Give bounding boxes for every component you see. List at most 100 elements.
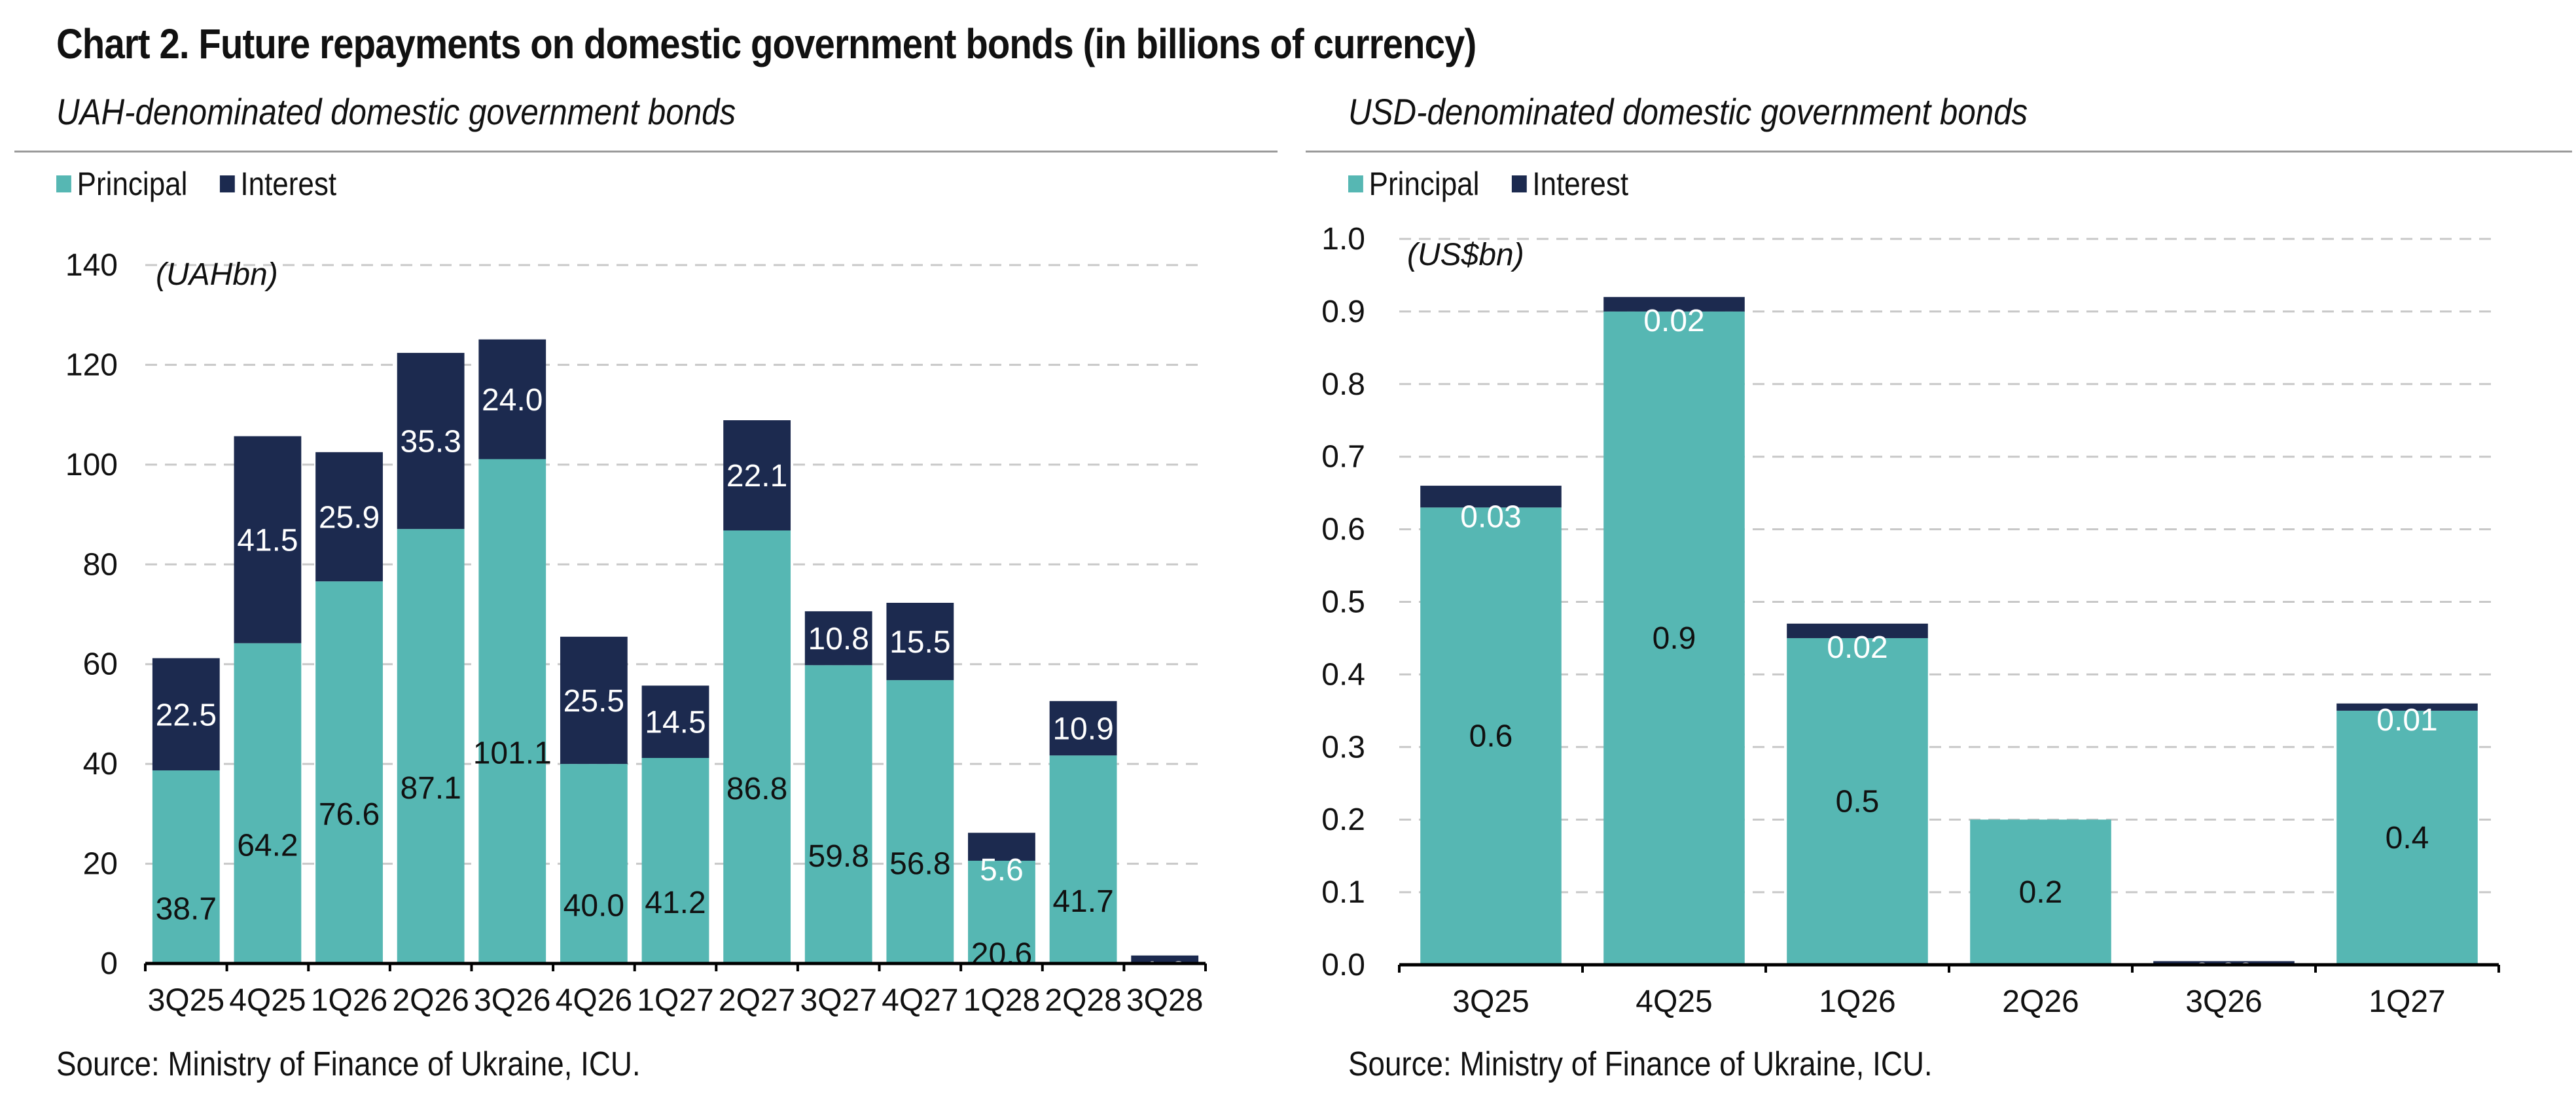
- x-tick-label: 1Q26: [311, 983, 387, 1018]
- y-tick-label: 0.0: [1321, 948, 1365, 982]
- bar-principal-4Q25: [234, 643, 302, 963]
- x-tick-label: 3Q26: [2185, 984, 2262, 1019]
- data-label-interest: 10.8: [808, 622, 869, 656]
- data-label-principal: 86.8: [726, 772, 787, 806]
- data-label-interest: 15.5: [889, 625, 950, 660]
- y-tick-label: 0.4: [1321, 657, 1365, 692]
- bar-interest-2Q28: [1049, 701, 1117, 756]
- interest-swatch: [1511, 175, 1527, 192]
- y-tick-label: 0.2: [1321, 802, 1365, 837]
- bar-principal-2Q27: [723, 530, 791, 963]
- bar-interest-1Q27: [641, 685, 709, 758]
- data-label-principal: 41.2: [645, 886, 706, 920]
- bar-principal-3Q25: [152, 770, 220, 963]
- bar-interest-1Q27: [2336, 703, 2478, 711]
- data-label-interest: 0.03: [1460, 499, 1521, 534]
- bar-principal-3Q26: [478, 459, 546, 963]
- x-tick-label: 4Q25: [1636, 984, 1712, 1019]
- x-tick-label: 3Q25: [1452, 984, 1529, 1019]
- data-label-principal: 56.8: [889, 847, 950, 882]
- y-tick-label: 80: [83, 547, 118, 582]
- data-label-interest: 0.02: [1643, 304, 1704, 338]
- usd-source-note: Source: Ministry of Finance of Ukraine, …: [1348, 1045, 1933, 1083]
- y-tick-label: 0.9: [1321, 295, 1365, 329]
- x-tick-label: 4Q27: [882, 983, 958, 1018]
- bar-principal-1Q26: [1787, 638, 1928, 965]
- bar-interest-3Q26: [2153, 961, 2295, 965]
- bar-interest-3Q25: [1420, 486, 1562, 508]
- unit-label: (US$bn): [1407, 238, 1524, 272]
- uah-panel-subtitle: UAH-denominated domestic government bond…: [56, 91, 736, 132]
- bar-interest-4Q27: [886, 602, 954, 681]
- bar-interest-3Q26: [478, 339, 546, 459]
- data-label-principal: 0.9: [1653, 621, 1696, 656]
- bar-principal-4Q27: [886, 680, 954, 963]
- data-label-interest: 35.3: [400, 425, 461, 459]
- data-label-principal: 87.1: [400, 771, 461, 806]
- legend-interest: Interest: [1511, 165, 1629, 203]
- legend-interest-label: Interest: [240, 166, 337, 202]
- y-tick-label: 20: [83, 847, 118, 882]
- bar-interest-4Q25: [1603, 297, 1745, 312]
- principal-swatch: [56, 175, 71, 192]
- data-label-principal: 0.6: [1469, 719, 1513, 754]
- data-label-principal: 41.7: [1052, 884, 1113, 919]
- data-label-interest: 25.9: [319, 501, 380, 535]
- data-label-interest: 0.00: [2193, 957, 2254, 992]
- data-label-principal: 0.2: [2019, 875, 2063, 910]
- data-label-interest: 24.0: [482, 383, 543, 418]
- legend-interest-label: Interest: [1532, 166, 1629, 202]
- bar-principal-2Q28: [1049, 755, 1117, 963]
- bar-interest-3Q25: [152, 658, 220, 771]
- bar-principal-1Q27: [641, 757, 709, 963]
- y-tick-label: 140: [65, 248, 118, 283]
- data-label-interest: 0.01: [2376, 703, 2437, 738]
- x-tick-label: 2Q27: [719, 983, 795, 1018]
- y-tick-label: 0.7: [1321, 440, 1365, 475]
- bar-interest-4Q26: [560, 636, 628, 764]
- data-label-principal: 76.6: [319, 797, 380, 832]
- x-tick-label: 3Q26: [474, 983, 550, 1018]
- bar-principal-4Q25: [1603, 311, 1745, 965]
- y-tick-label: 0.8: [1321, 367, 1365, 402]
- interest-swatch: [219, 175, 235, 192]
- data-label-interest: 1.6: [1143, 956, 1187, 990]
- uah-legend: Principal Interest: [56, 165, 368, 203]
- legend-principal-label: Principal: [77, 166, 188, 202]
- data-label-principal: 64.2: [237, 828, 298, 863]
- y-tick-label: 0: [100, 946, 118, 981]
- data-label-interest: 10.9: [1052, 712, 1113, 747]
- bar-interest-3Q27: [804, 611, 872, 666]
- y-tick-label: 1.0: [1321, 222, 1365, 257]
- x-tick-label: 2Q26: [2002, 984, 2079, 1019]
- data-label-interest: 22.5: [156, 698, 217, 732]
- y-tick-label: 0.3: [1321, 730, 1365, 764]
- data-label-principal: 101.1: [473, 736, 552, 771]
- bar-principal-2Q26: [1970, 819, 2111, 965]
- bar-principal-3Q25: [1420, 507, 1562, 965]
- bar-principal-2Q26: [397, 529, 465, 963]
- usd-panel-divider: [1306, 151, 2572, 153]
- x-tick-label: 1Q27: [2369, 984, 2445, 1019]
- bar-principal-4Q26: [560, 764, 628, 963]
- legend-principal-label: Principal: [1368, 166, 1480, 202]
- y-tick-label: 60: [83, 647, 118, 682]
- bar-principal-3Q27: [804, 665, 872, 963]
- data-label-principal: 0.4: [2386, 821, 2429, 855]
- y-tick-label: 120: [65, 348, 118, 382]
- usd-panel-subtitle: USD-denominated domestic government bond…: [1348, 91, 2028, 132]
- bar-interest-2Q27: [723, 420, 791, 531]
- usd-bar-chart: 0.0 0.1 0.2 0.3 0.4 0.5 0.6 0.7 0.8 0.9 1.0 (US$bn)…: [1321, 222, 2500, 1019]
- bar-principal-1Q26: [315, 581, 383, 963]
- data-label-interest: 25.5: [564, 684, 624, 719]
- data-label-principal: 20.6: [971, 937, 1032, 971]
- x-tick-label: 1Q26: [1819, 984, 1895, 1019]
- x-tick-label: 3Q25: [148, 983, 224, 1018]
- x-tick-label: 4Q26: [556, 983, 632, 1018]
- data-label-interest: 5.6: [980, 853, 1024, 888]
- x-tick-label: 1Q28: [963, 983, 1040, 1018]
- y-tick-label: 0.5: [1321, 585, 1365, 620]
- data-label-principal: 40.0: [564, 889, 624, 924]
- bar-interest-1Q26: [1787, 623, 1928, 638]
- bar-interest-1Q28: [968, 833, 1035, 861]
